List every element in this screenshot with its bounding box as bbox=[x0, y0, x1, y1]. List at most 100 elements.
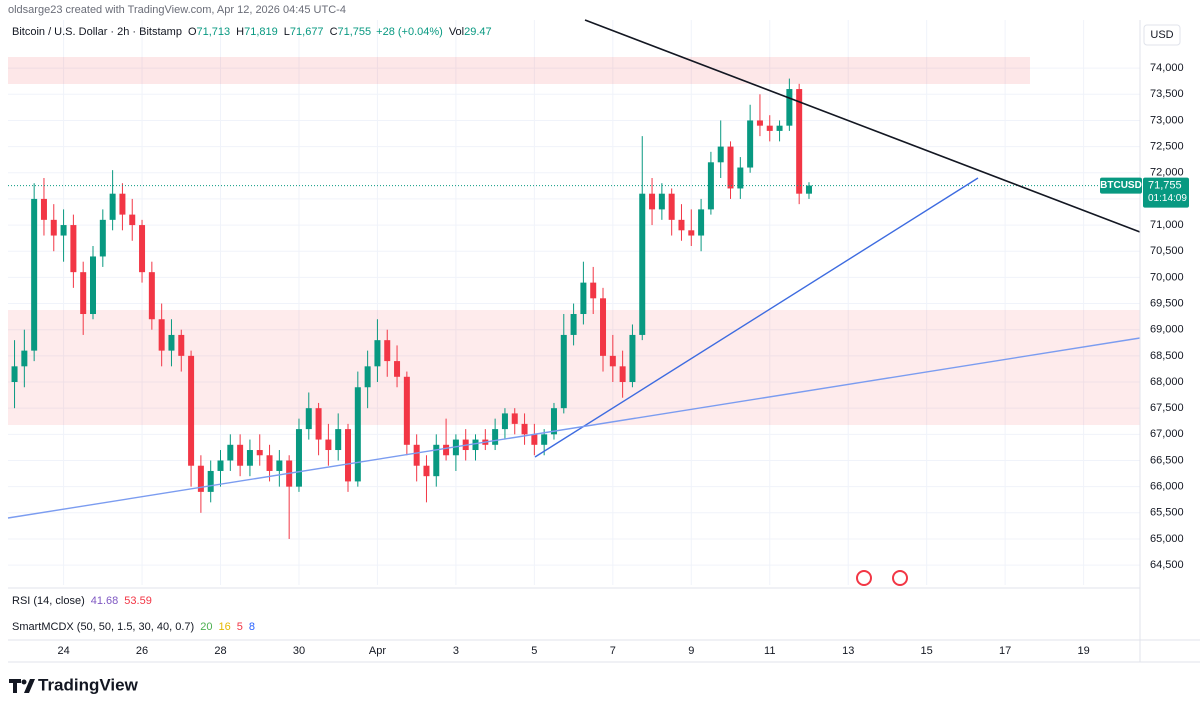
candle-body bbox=[433, 444, 440, 477]
brand: TradingView bbox=[38, 675, 139, 694]
legend-item: 71,819 bbox=[244, 26, 278, 38]
candle-body bbox=[737, 167, 744, 189]
candle-body bbox=[364, 366, 371, 388]
candle-body bbox=[50, 219, 57, 236]
candle-body bbox=[148, 272, 155, 320]
currency[interactable]: USD bbox=[1150, 29, 1173, 41]
x-tick-label: 28 bbox=[214, 645, 226, 657]
legend-item: 20 bbox=[200, 621, 212, 633]
candle-body bbox=[541, 434, 548, 445]
legend-item: 16 bbox=[218, 621, 230, 633]
candle-body bbox=[188, 355, 195, 466]
candle-body bbox=[639, 193, 646, 335]
trendline bbox=[7, 337, 1141, 519]
price-tag-label: 71,755 bbox=[1148, 179, 1182, 191]
legend-item: L bbox=[284, 26, 290, 38]
candle-body bbox=[776, 125, 783, 131]
candle-body bbox=[315, 408, 322, 440]
x-tick-label: 7 bbox=[610, 645, 616, 657]
symbol-tag-label: BTCUSD bbox=[1100, 180, 1142, 191]
legend-item: 41.68 bbox=[91, 595, 119, 607]
candle-body bbox=[394, 361, 401, 377]
candle-body bbox=[325, 439, 332, 451]
candle-body bbox=[501, 413, 508, 430]
y-tick-label: 74,000 bbox=[1150, 62, 1184, 74]
y-tick-label: 65,000 bbox=[1150, 533, 1184, 545]
y-tick-label: 71,000 bbox=[1150, 219, 1184, 231]
candle-body bbox=[119, 193, 126, 215]
candle-body bbox=[560, 334, 567, 409]
trendline bbox=[534, 177, 979, 458]
y-tick-label: 69,500 bbox=[1150, 297, 1184, 309]
legend-item: Vol bbox=[449, 26, 464, 38]
y-tick-label: 70,500 bbox=[1150, 245, 1184, 257]
legend-item: Bitcoin / U.S. Dollar · 2h · Bitstamp bbox=[12, 26, 182, 38]
candle-body bbox=[521, 423, 528, 435]
candle-body bbox=[256, 450, 263, 456]
x-tick-label: 11 bbox=[764, 645, 775, 657]
candle-body bbox=[197, 465, 204, 492]
trendline bbox=[584, 19, 1141, 233]
candle-body bbox=[335, 429, 342, 451]
indicator-legend: SmartMCDX (50, 50, 1.5, 30, 40, 0.7) 20 16… bbox=[12, 621, 255, 633]
candle-body bbox=[766, 125, 773, 131]
candle-body bbox=[158, 319, 165, 351]
candle-body bbox=[678, 219, 685, 231]
y-tick-label: 72,000 bbox=[1150, 167, 1184, 179]
candle-body bbox=[580, 282, 587, 315]
candle-body bbox=[90, 256, 97, 315]
candle-body bbox=[658, 193, 665, 210]
candle-body bbox=[207, 470, 214, 492]
legend-item: RSI (14, close) bbox=[12, 595, 85, 607]
candle-body bbox=[246, 450, 253, 466]
candle-body bbox=[31, 198, 38, 351]
candle-body bbox=[11, 366, 18, 383]
legend-item: 29.47 bbox=[464, 26, 492, 38]
legend-item: 71,677 bbox=[290, 26, 324, 38]
candle-body bbox=[727, 146, 734, 189]
candle-body bbox=[139, 225, 146, 273]
event-icon bbox=[856, 570, 908, 586]
y-tick-label: 72,500 bbox=[1150, 141, 1184, 153]
candle-body bbox=[266, 455, 273, 471]
y-tick-label: 66,000 bbox=[1150, 481, 1184, 493]
legend-item: +28 (+0.04%) bbox=[376, 26, 443, 38]
y-tick-label: 70,000 bbox=[1150, 271, 1184, 283]
y-tick-label: 68,000 bbox=[1150, 376, 1184, 388]
legend-item: 71,755 bbox=[338, 26, 372, 38]
candle-body bbox=[99, 219, 106, 257]
candle-body bbox=[492, 429, 499, 445]
candle-body bbox=[443, 444, 450, 456]
y-tick-label: 73,500 bbox=[1150, 88, 1184, 100]
candle-body bbox=[668, 193, 675, 220]
candle-body bbox=[796, 89, 803, 194]
candle-body bbox=[403, 376, 410, 445]
y-tick-label: 67,000 bbox=[1150, 428, 1184, 440]
candle-body bbox=[413, 444, 420, 466]
currency-button[interactable] bbox=[1143, 24, 1181, 46]
candle-body bbox=[40, 198, 47, 220]
candle-body bbox=[511, 413, 518, 424]
indicator-legend: RSI (14, close) 41.68 53.59 bbox=[12, 595, 152, 607]
brand-logo bbox=[9, 679, 35, 693]
candle-body bbox=[374, 340, 381, 367]
x-tick-label: 24 bbox=[57, 645, 69, 657]
y-tick-label: 69,000 bbox=[1150, 324, 1184, 336]
candle-body bbox=[619, 366, 626, 383]
legend-item: 53.59 bbox=[124, 595, 152, 607]
candle-body bbox=[305, 408, 312, 430]
x-tick-label: 19 bbox=[1077, 645, 1089, 657]
candle-body bbox=[227, 444, 234, 461]
candle-body bbox=[600, 298, 607, 356]
candle-body bbox=[354, 387, 361, 482]
symbol-tag bbox=[1100, 177, 1142, 194]
candle-body bbox=[109, 193, 116, 220]
candle-body bbox=[295, 429, 302, 487]
candle-body bbox=[786, 89, 793, 126]
legend-item: H bbox=[236, 26, 244, 38]
y-tick-label: 64,500 bbox=[1150, 559, 1184, 571]
legend-item: 8 bbox=[249, 621, 255, 633]
x-tick-label: 9 bbox=[688, 645, 694, 657]
